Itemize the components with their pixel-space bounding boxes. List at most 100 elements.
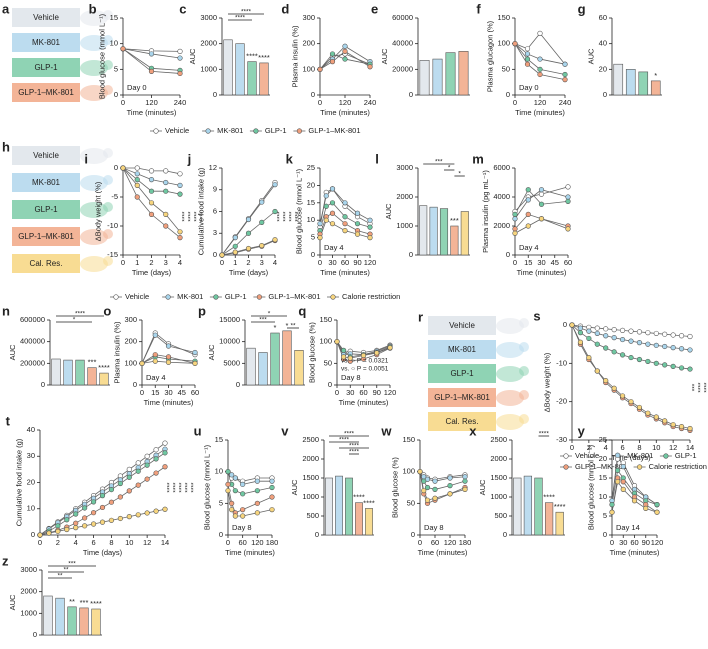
data-point — [662, 331, 668, 337]
panel-letter: w — [380, 423, 392, 438]
bar — [513, 477, 522, 536]
data-point — [562, 71, 568, 78]
y-tick-label: 5 — [603, 511, 607, 520]
y-tick-label: 0 — [236, 380, 240, 389]
data-point — [525, 211, 531, 217]
y-tick-label: 2000 — [490, 454, 507, 463]
data-point — [148, 177, 155, 183]
x-axis-label: Time (minutes) — [320, 268, 370, 277]
data-point — [177, 235, 183, 241]
data-point — [447, 475, 453, 481]
bracket-label: **** — [539, 431, 550, 438]
mouse-icon — [496, 366, 524, 382]
y-tick-label: 2000 — [302, 454, 319, 463]
bar — [87, 367, 97, 386]
bar — [432, 58, 443, 96]
data-point — [117, 480, 123, 487]
cohort-box — [428, 340, 496, 359]
data-point — [524, 51, 531, 57]
y-axis-label: AUC — [188, 48, 197, 64]
data-point — [165, 343, 172, 349]
data-point — [163, 168, 169, 174]
data-point — [177, 182, 183, 188]
data-point — [341, 354, 347, 360]
legend-marker — [213, 294, 219, 300]
x-tick-label: 180 — [266, 538, 279, 547]
y-tick-label: -30 — [556, 435, 567, 444]
x-tick-label: 10 — [125, 538, 133, 547]
data-point — [317, 235, 323, 241]
panel-letter: r — [418, 309, 423, 324]
data-point — [229, 507, 235, 513]
y-tick-label: 15000 — [219, 315, 240, 324]
data-point — [645, 358, 651, 365]
data-point — [148, 200, 155, 206]
legend-marker — [563, 464, 569, 470]
mouse-icon — [80, 60, 108, 76]
data-point — [259, 219, 265, 225]
x-tick-label: 240 — [364, 98, 377, 107]
x-tick-label: 2 — [587, 443, 591, 452]
legend-label: Vehicle — [575, 451, 599, 460]
y-tick-label: 0 — [603, 90, 607, 99]
data-point — [594, 325, 600, 331]
y-tick-label: 60000 — [392, 13, 413, 22]
data-point — [577, 339, 584, 345]
panel-letter: c — [179, 1, 186, 16]
cohort-label: Cal. Res. — [446, 417, 479, 426]
data-point — [240, 507, 246, 513]
data-point — [163, 179, 169, 186]
y-tick-label: 0 — [33, 630, 37, 639]
legend-marker — [153, 128, 159, 134]
bar — [235, 43, 245, 96]
panel-letter: u — [194, 423, 202, 438]
x-axis-label: Time (days) — [132, 268, 172, 277]
data-point — [152, 332, 158, 338]
x-tick-label: 90 — [353, 258, 361, 267]
x-tick-label: 120 — [251, 538, 264, 547]
x-tick-label: 240 — [559, 98, 572, 107]
data-point — [432, 486, 438, 493]
y-tick-label: 2500 — [302, 435, 319, 444]
data-point — [662, 343, 668, 350]
bar — [270, 332, 280, 386]
data-point — [631, 498, 638, 504]
series-line — [141, 334, 196, 364]
mouse-icon — [80, 35, 108, 51]
series-line — [141, 360, 196, 364]
data-point — [64, 517, 70, 523]
x-tick-label: 60 — [238, 538, 246, 547]
x-tick-label: 90 — [373, 388, 381, 397]
legend-label: Vehicle — [125, 292, 149, 301]
x-tick-label: 60 — [341, 258, 349, 267]
bar — [294, 350, 304, 386]
x-tick-label: 0 — [335, 388, 339, 397]
cohort-box — [12, 33, 80, 52]
bar — [439, 208, 449, 256]
cohort-label: MK-801 — [448, 345, 477, 354]
data-point — [424, 497, 431, 503]
data-point — [232, 243, 238, 249]
panel-letter: o — [103, 303, 111, 318]
data-point — [678, 333, 685, 339]
significance: *** — [88, 358, 97, 367]
y-tick-label: 0 — [315, 530, 319, 539]
data-point — [367, 217, 373, 223]
x-tick-label: 60 — [359, 388, 367, 397]
annotation: vs. ○ P = 0.0051 — [341, 366, 389, 373]
legend-label: MK-801 — [177, 292, 203, 301]
x-tick-label: 0 — [121, 98, 125, 107]
y-tick-label: 10 — [110, 39, 118, 48]
y-tick-label: 5 — [219, 498, 223, 507]
data-point — [329, 200, 336, 206]
data-point — [524, 46, 531, 52]
data-point — [342, 48, 348, 54]
data-point — [90, 510, 97, 516]
data-point — [225, 488, 231, 494]
bracket-label: *** — [259, 317, 267, 324]
bar — [650, 80, 661, 96]
x-tick-label: 240 — [174, 98, 187, 107]
note: Day 8 — [341, 373, 361, 382]
y-tick-label: 0 — [114, 90, 118, 99]
